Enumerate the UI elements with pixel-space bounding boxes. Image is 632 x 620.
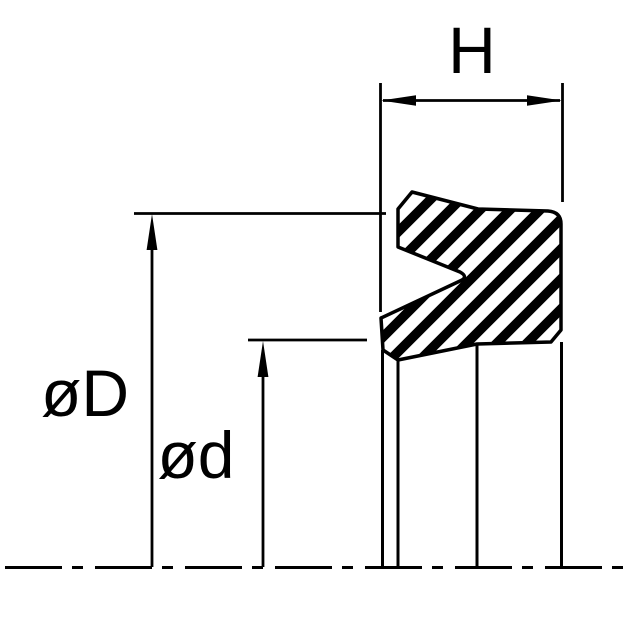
- arrow-up-icon: [257, 341, 269, 377]
- inner-diameter-label: ød: [157, 418, 234, 492]
- inner-diameter-dimension: ød: [157, 338, 367, 567]
- h-dimension-label: H: [448, 13, 496, 87]
- projection-lines: [381, 342, 563, 567]
- outer-diameter-label: øD: [41, 356, 129, 430]
- arrow-up-icon: [146, 214, 158, 250]
- seal-cross-section-profile: [379, 190, 563, 362]
- outer-diameter-dimension: øD: [41, 212, 386, 567]
- arrow-right-icon: [527, 95, 562, 106]
- arrow-left-icon: [381, 95, 416, 106]
- h-dimension: H: [379, 13, 564, 312]
